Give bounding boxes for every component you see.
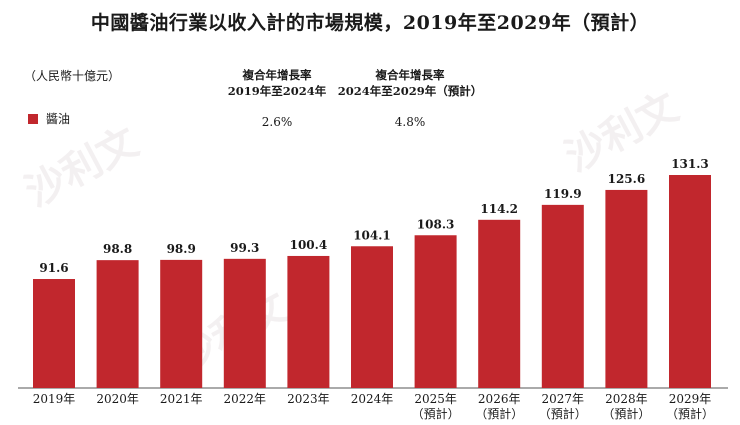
x-tick-label: 2029年 [669,392,712,406]
cagr-title-2: 複合年增長率 [375,68,445,82]
bar-2020年 [96,260,139,388]
bar-2027年 [541,204,584,388]
cagr-value-2: 4.8% [394,115,426,129]
cagr-value-1: 2.6% [261,115,293,129]
x-tick-label: 2023年 [287,392,330,406]
x-tick-label: 2028年 [605,392,648,406]
value-label: 99.3 [230,241,259,255]
x-tick-sublabel: （預計） [539,406,587,421]
bar-2023年 [287,255,330,388]
bar-2021年 [160,259,203,388]
x-tick-sublabel: （預計） [602,406,650,421]
x-tick-sublabel: （預計） [412,406,460,421]
x-tick-label: 2025年 [414,392,457,406]
x-tick-sublabel: （預計） [666,406,714,421]
value-label: 114.2 [480,202,518,216]
value-label: 98.9 [167,242,196,256]
chart-title: 中國醬油行業以收入計的市場規模，2019年至2029年（預計） [90,12,650,34]
cagr-block-1: 複合年增長率 2019年至2024年 2.6% [192,67,362,130]
legend-swatch [28,113,38,124]
x-tick-label: 2024年 [351,392,394,406]
bar-2024年 [351,246,393,388]
cagr-period-1: 2019年至2024年 [227,84,327,98]
x-tick-label: 2019年 [33,392,76,406]
cagr-title-1: 複合年增長率 [242,68,312,82]
bar-2026年 [478,219,521,388]
cagr-block-2: 複合年增長率 2024年至2029年（預計） 4.8% [325,67,495,130]
value-label: 98.8 [103,242,132,256]
bar-2028年 [605,189,648,388]
cagr-period-2: 2024年至2029年（預計） [337,84,483,98]
x-tick-label: 2027年 [542,392,585,406]
value-label: 125.6 [608,172,646,186]
bar-2029年 [669,175,711,388]
value-label: 100.4 [290,238,328,252]
value-label: 91.6 [39,261,68,275]
value-label: 108.3 [417,217,455,231]
legend: 醬油 [28,110,70,127]
bar-2019年 [33,279,75,388]
value-label: 104.1 [353,228,391,242]
x-tick-label: 2020年 [96,392,139,406]
x-tick-label: 2026年 [478,392,521,406]
bar-2022年 [223,258,266,388]
x-tick-label: 2022年 [224,392,267,406]
unit-label: （人民幣十億元） [24,69,121,83]
x-tick-label: 2021年 [160,392,203,406]
value-label: 119.9 [544,187,582,201]
legend-label: 醬油 [46,112,71,126]
bar-2025年 [414,235,457,388]
value-label: 131.3 [671,157,709,171]
x-tick-sublabel: （預計） [475,406,523,421]
